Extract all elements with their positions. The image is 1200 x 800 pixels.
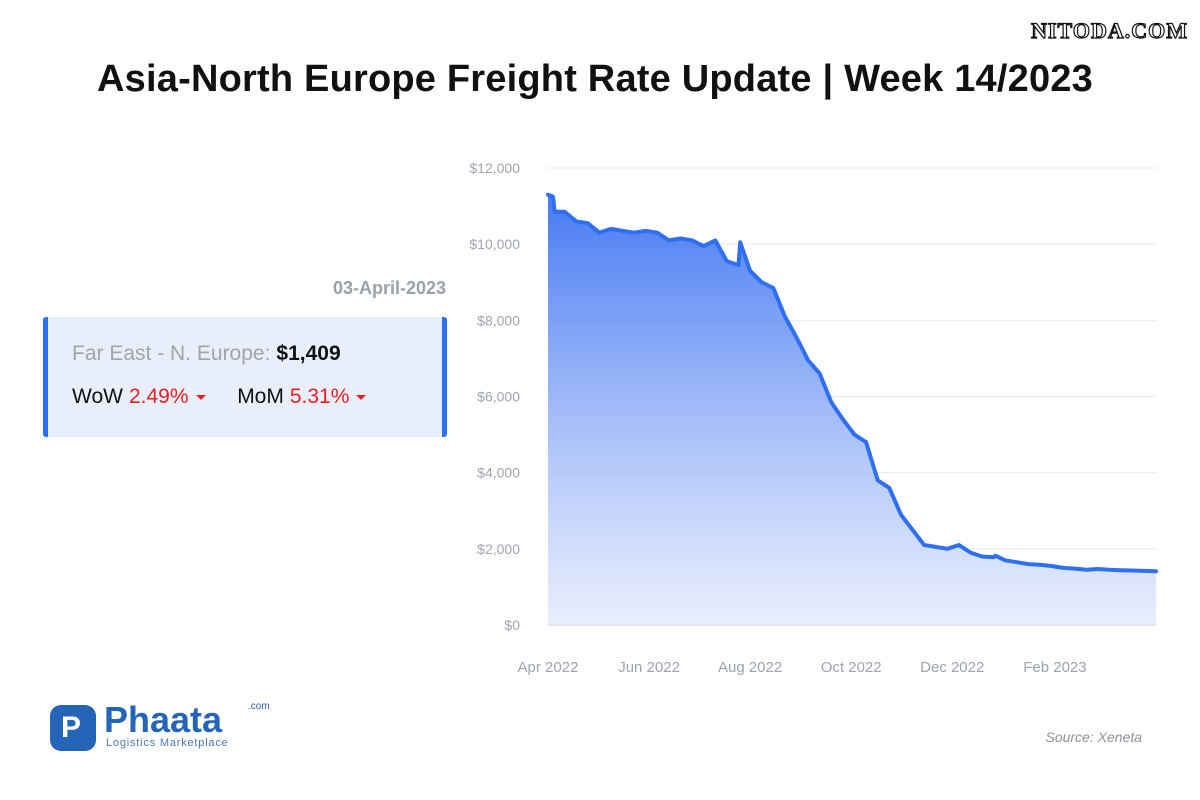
x-tick-label: Apr 2022 xyxy=(518,659,579,676)
y-tick-label: $2,000 xyxy=(477,541,520,557)
change-line: WoW 2.49% MoM 5.31% xyxy=(72,385,367,409)
phaata-logo: P Phaata .com Logistics Marketplace xyxy=(50,699,290,753)
report-date: 03-April-2023 xyxy=(332,278,446,298)
page-title: Asia-North Europe Freight Rate Update | … xyxy=(97,58,1093,100)
logo-name: Phaata xyxy=(104,699,223,740)
route-line: Far East - N. Europe: $1,409 xyxy=(72,342,341,366)
y-tick-label: $12,000 xyxy=(469,160,520,176)
y-tick-label: $4,000 xyxy=(477,465,520,481)
watermark: NITODA.COM xyxy=(1031,17,1188,43)
logo-com: .com xyxy=(248,701,270,712)
source-note: Source: Xeneta xyxy=(1045,729,1142,745)
caret-down-icon xyxy=(195,394,206,400)
x-tick-label: Aug 2022 xyxy=(718,659,782,676)
y-tick-label: $8,000 xyxy=(477,312,520,328)
logo-tagline: Logistics Marketplace xyxy=(106,737,229,749)
mom-label: MoM xyxy=(237,385,284,408)
y-tick-label: $0 xyxy=(504,617,520,633)
rate-line xyxy=(546,192,1158,574)
caret-down-icon xyxy=(356,394,367,400)
wow-label: WoW xyxy=(72,385,123,408)
rate-area xyxy=(548,194,1156,625)
mom-value: 5.31% xyxy=(289,385,350,408)
x-tick-label: Dec 2022 xyxy=(920,659,984,676)
x-tick-label: Jun 2022 xyxy=(618,659,680,676)
route-value: $1,409 xyxy=(276,342,341,365)
y-tick-label: $10,000 xyxy=(469,236,520,252)
x-tick-label: Feb 2023 xyxy=(1023,659,1086,676)
x-tick-label: Oct 2022 xyxy=(821,659,882,676)
y-tick-label: $6,000 xyxy=(477,389,520,405)
wow-value: 2.49% xyxy=(128,385,189,408)
route-label: Far East - N. Europe: xyxy=(72,342,271,365)
logo-mark-icon: P xyxy=(50,705,96,751)
rate-summary-card: Far East - N. Europe: $1,409 WoW 2.49% MoM… xyxy=(43,317,447,437)
